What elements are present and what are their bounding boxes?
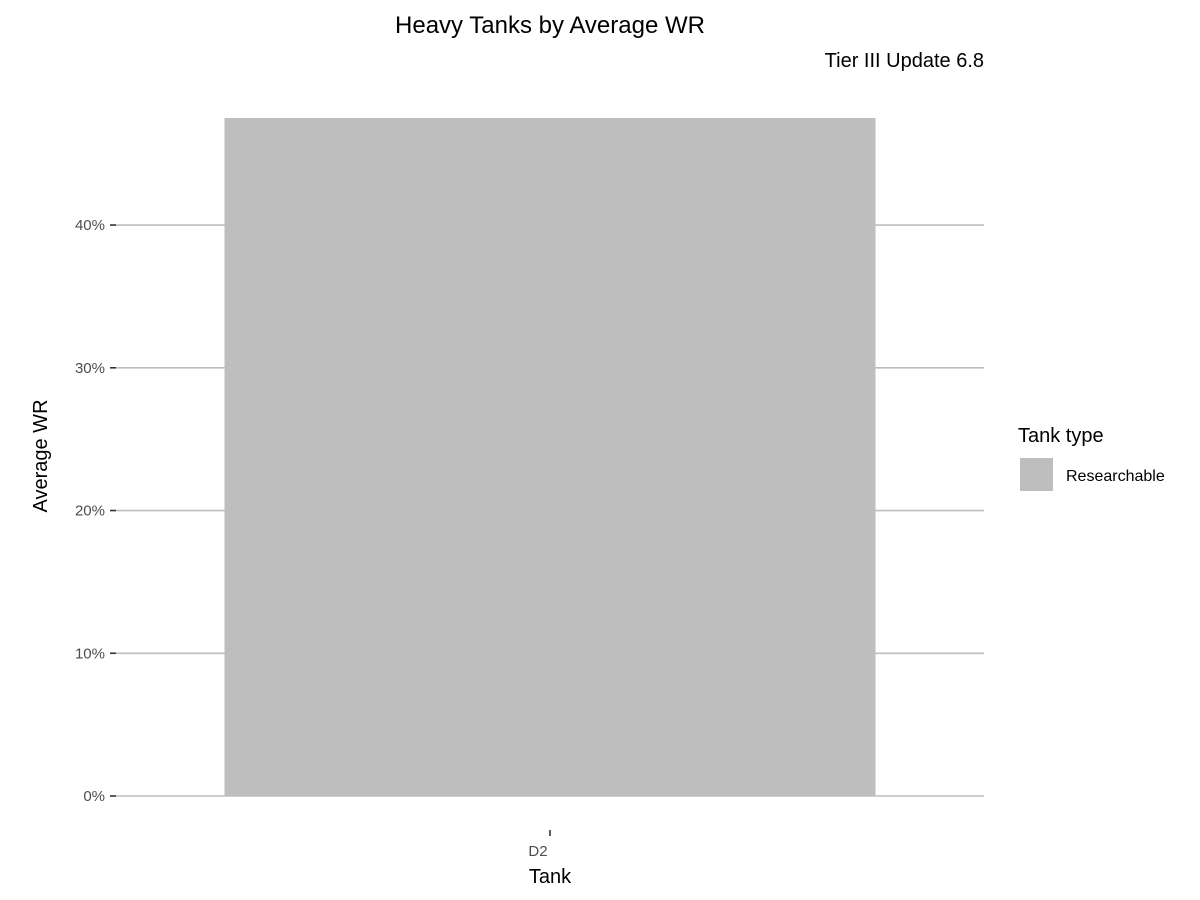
legend-items: Researchable — [1020, 458, 1165, 491]
y-axis-title: Average WR — [30, 399, 52, 512]
y-tick-label: 40% — [75, 217, 105, 234]
x-axis-title: Tank — [529, 866, 572, 888]
bar-d2 — [224, 118, 876, 796]
legend-item-label: Researchable — [1066, 468, 1165, 485]
chart-title: Heavy Tanks by Average WR — [395, 12, 705, 39]
chart-subtitle: Tier III Update 6.8 — [825, 50, 984, 72]
y-tick-label: 20% — [75, 503, 105, 520]
legend-key-swatch — [1020, 458, 1053, 491]
y-tick-label: 10% — [75, 645, 105, 662]
legend-title: Tank type — [1018, 425, 1104, 447]
x-axis: D2 — [528, 830, 551, 860]
x-tick-label: D2 — [528, 843, 547, 860]
y-axis: 0% 10% 20% 30% 40% — [75, 217, 116, 805]
bars — [224, 118, 876, 796]
legend: Tank type Researchable — [1018, 425, 1165, 491]
y-tick-label: 0% — [83, 788, 105, 805]
y-tick-label: 30% — [75, 360, 105, 377]
